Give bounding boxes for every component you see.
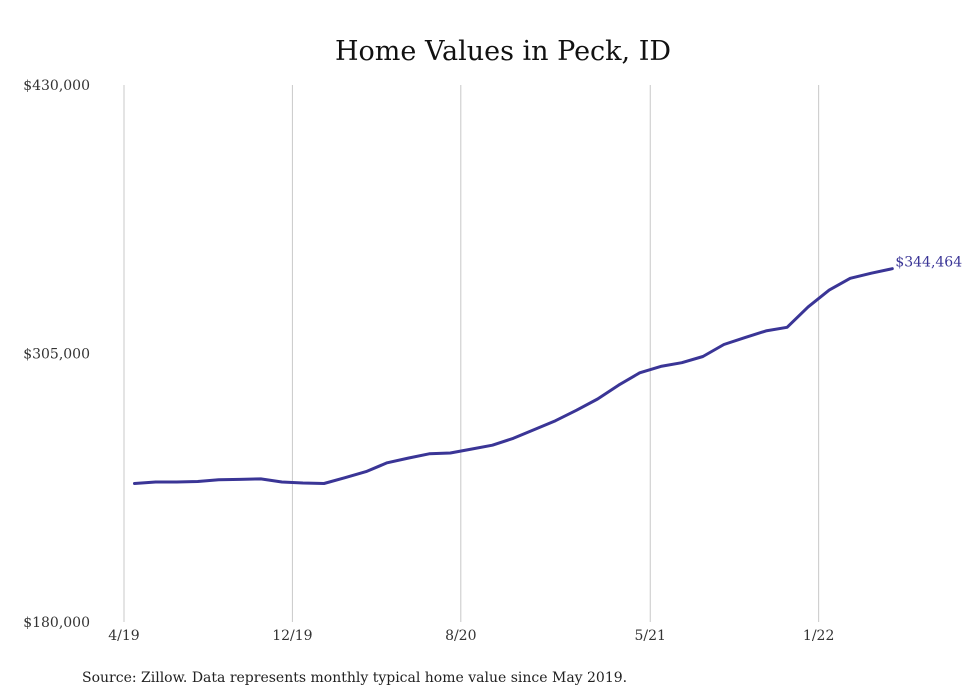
home-value-series-line: [133, 267, 894, 485]
x-axis-tick-labels: 4/19 12/19 8/20 5/21 1/22: [108, 628, 834, 644]
y-tick-label: $305,000: [23, 347, 90, 363]
x-tick-label: 1/22: [803, 628, 834, 644]
latest-value-label: $344,464: [895, 255, 962, 271]
chart-title: Home Values in Peck, ID: [335, 36, 671, 67]
x-tick-label: 8/20: [445, 628, 476, 644]
vertical-gridlines: [123, 85, 820, 622]
y-axis-tick-labels: $180,000 $305,000 $430,000: [23, 78, 90, 631]
source-note: Source: Zillow. Data represents monthly …: [82, 670, 627, 686]
y-tick-label: $180,000: [23, 615, 90, 631]
x-tick-label: 5/21: [635, 628, 666, 644]
x-tick-label: 12/19: [272, 628, 312, 644]
y-tick-label: $430,000: [23, 78, 90, 94]
x-tick-label: 4/19: [108, 628, 139, 644]
